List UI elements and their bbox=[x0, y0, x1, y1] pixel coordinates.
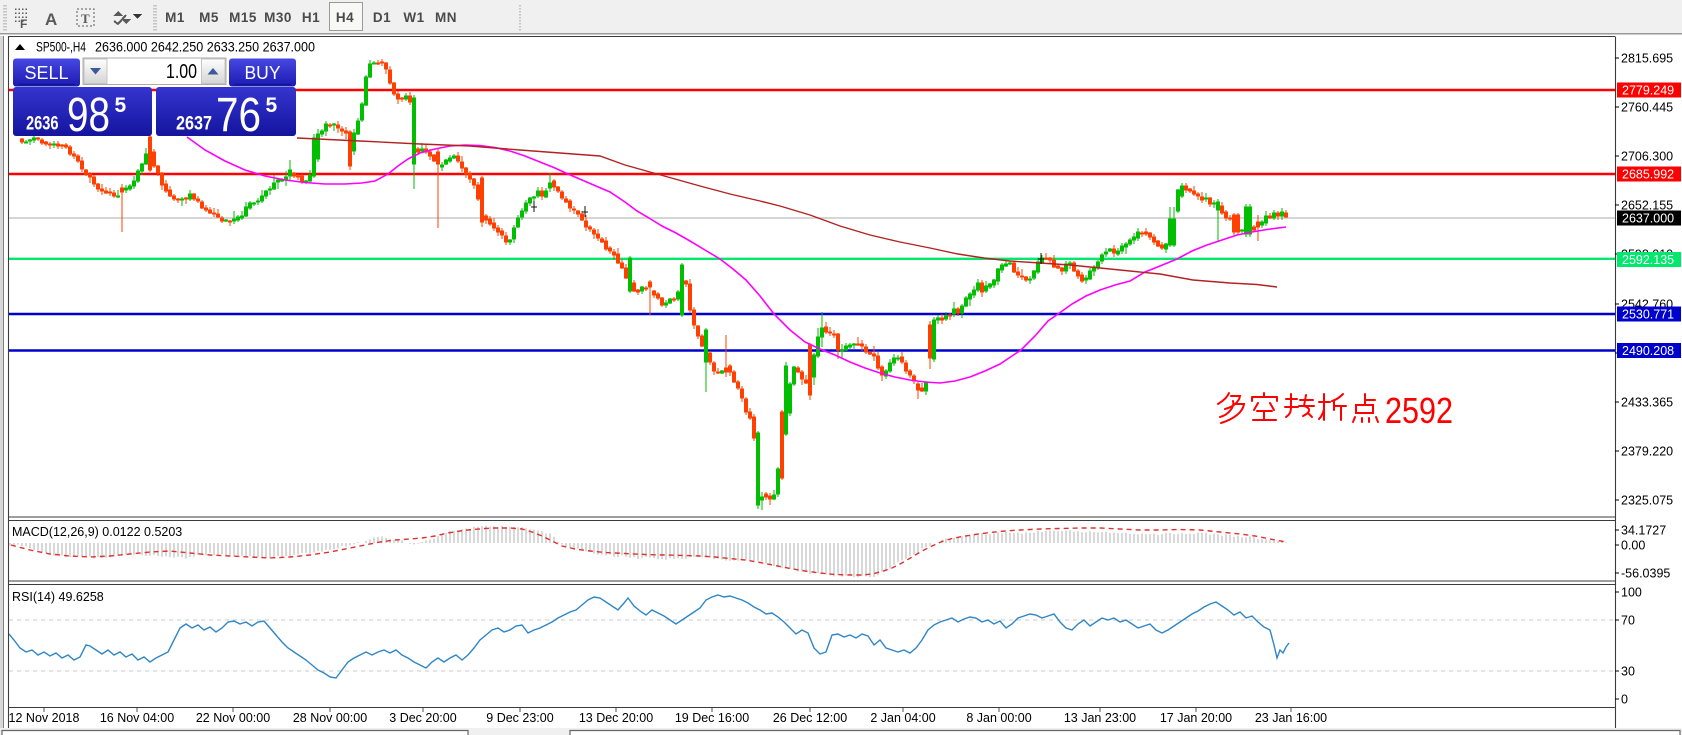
svg-text:13 Jan 23:00: 13 Jan 23:00 bbox=[1064, 711, 1136, 725]
svg-text:16 Nov 04:00: 16 Nov 04:00 bbox=[100, 711, 174, 725]
svg-text:26 Dec 12:00: 26 Dec 12:00 bbox=[773, 711, 847, 725]
svg-text:0.00: 0.00 bbox=[1621, 539, 1645, 553]
svg-text:2636.000 2642.250 2633.250 263: 2636.000 2642.250 2633.250 2637.000 bbox=[95, 40, 315, 55]
svg-text:RSI(14) 49.6258: RSI(14) 49.6258 bbox=[12, 590, 104, 604]
svg-text:SP500-,H4: SP500-,H4 bbox=[36, 40, 86, 55]
svg-text:0: 0 bbox=[1621, 693, 1628, 707]
svg-text:2779.249: 2779.249 bbox=[1622, 84, 1674, 98]
svg-text:M1: M1 bbox=[165, 10, 185, 25]
svg-text:5: 5 bbox=[115, 94, 127, 117]
svg-text:2685.992: 2685.992 bbox=[1622, 168, 1674, 182]
svg-text:12 Nov 2018: 12 Nov 2018 bbox=[9, 711, 80, 725]
svg-text:SELL: SELL bbox=[25, 63, 69, 83]
svg-text:BUY: BUY bbox=[245, 63, 281, 83]
svg-text:3 Dec 20:00: 3 Dec 20:00 bbox=[389, 711, 456, 725]
svg-text:17 Jan 20:00: 17 Jan 20:00 bbox=[1160, 711, 1232, 725]
svg-text:1.00: 1.00 bbox=[166, 61, 197, 83]
svg-text:M5: M5 bbox=[199, 10, 219, 25]
svg-text:2592.135: 2592.135 bbox=[1622, 253, 1674, 267]
svg-text:H4: H4 bbox=[336, 10, 354, 25]
svg-text:2 Jan 04:00: 2 Jan 04:00 bbox=[870, 711, 935, 725]
svg-text:T: T bbox=[81, 11, 90, 26]
svg-text:13 Dec 20:00: 13 Dec 20:00 bbox=[579, 711, 653, 725]
svg-text:5: 5 bbox=[266, 94, 278, 117]
svg-text:2636: 2636 bbox=[26, 113, 59, 135]
svg-text:19 Dec 16:00: 19 Dec 16:00 bbox=[675, 711, 749, 725]
svg-text:34.1727: 34.1727 bbox=[1621, 524, 1666, 538]
svg-text:MACD(12,26,9) 0.0122 0.5203: MACD(12,26,9) 0.0122 0.5203 bbox=[12, 525, 182, 539]
svg-text:8 Jan 00:00: 8 Jan 00:00 bbox=[966, 711, 1031, 725]
svg-text:2530.771: 2530.771 bbox=[1622, 308, 1674, 322]
svg-text:2433.365: 2433.365 bbox=[1621, 396, 1673, 410]
svg-text:9 Dec 23:00: 9 Dec 23:00 bbox=[486, 711, 553, 725]
svg-text:-56.0395: -56.0395 bbox=[1621, 567, 1670, 581]
svg-text:22 Nov 00:00: 22 Nov 00:00 bbox=[196, 711, 270, 725]
svg-text:98: 98 bbox=[67, 88, 110, 142]
svg-text:M30: M30 bbox=[264, 10, 292, 25]
svg-text:2592: 2592 bbox=[1385, 390, 1453, 431]
svg-text:M15: M15 bbox=[229, 10, 257, 25]
svg-text:2379.220: 2379.220 bbox=[1621, 445, 1673, 459]
svg-text:MN: MN bbox=[435, 10, 457, 25]
svg-text:2325.075: 2325.075 bbox=[1621, 494, 1673, 508]
svg-text:23 Jan 16:00: 23 Jan 16:00 bbox=[1255, 711, 1327, 725]
svg-text:100: 100 bbox=[1621, 586, 1642, 600]
svg-text:A: A bbox=[45, 10, 57, 29]
svg-text:D1: D1 bbox=[373, 10, 391, 25]
svg-text:2490.208: 2490.208 bbox=[1622, 344, 1674, 358]
svg-text:2815.695: 2815.695 bbox=[1621, 52, 1673, 66]
svg-text:28 Nov 00:00: 28 Nov 00:00 bbox=[293, 711, 367, 725]
svg-text:2637: 2637 bbox=[176, 113, 212, 135]
svg-text:30: 30 bbox=[1621, 665, 1635, 679]
svg-text:2637.000: 2637.000 bbox=[1622, 212, 1674, 226]
svg-text:F: F bbox=[20, 17, 27, 31]
svg-text:2760.445: 2760.445 bbox=[1621, 101, 1673, 115]
svg-text:H1: H1 bbox=[302, 10, 320, 25]
svg-text:2652.155: 2652.155 bbox=[1621, 199, 1673, 213]
svg-text:W1: W1 bbox=[403, 10, 424, 25]
svg-text:76: 76 bbox=[216, 88, 261, 142]
svg-text:2706.300: 2706.300 bbox=[1621, 150, 1673, 164]
svg-text:70: 70 bbox=[1621, 614, 1635, 628]
